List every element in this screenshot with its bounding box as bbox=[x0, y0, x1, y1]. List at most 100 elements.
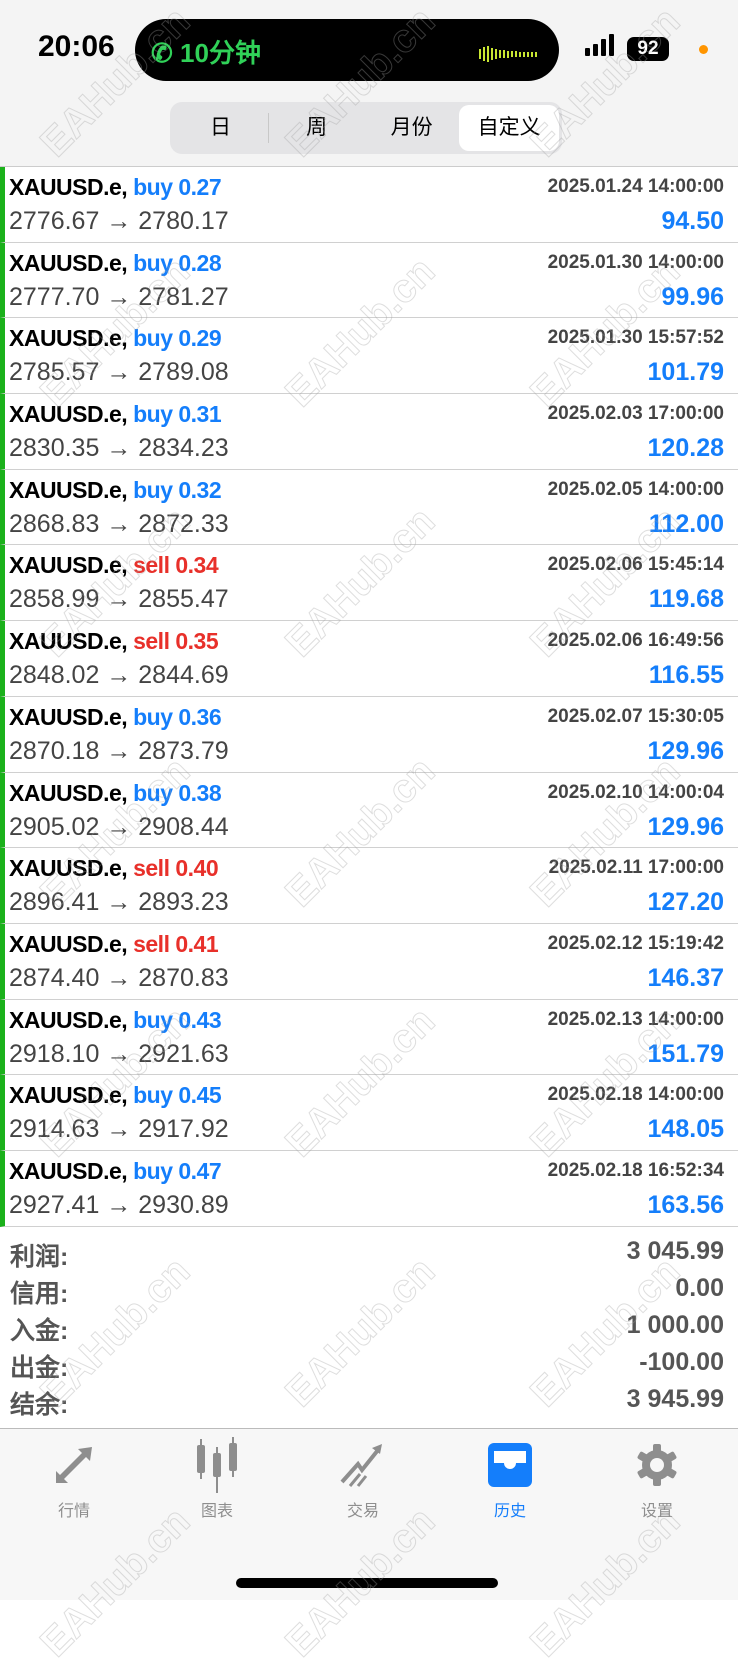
tab-chart[interactable]: 图表 bbox=[167, 1437, 267, 1521]
trade-symbol: XAUUSD.e, buy 0.38 bbox=[9, 779, 222, 806]
trade-symbol: XAUUSD.e, buy 0.47 bbox=[9, 1157, 222, 1184]
trade-row[interactable]: XAUUSD.e, buy 0.36 2025.02.07 15:30:05 2… bbox=[0, 696, 738, 773]
call-duration: ✆ 10分钟 bbox=[151, 38, 261, 68]
trade-prices: 2896.41 → 2893.23 bbox=[9, 888, 229, 917]
trade-prices: 2868.83 → 2872.33 bbox=[9, 509, 229, 538]
tab-trade[interactable]: 交易 bbox=[313, 1441, 413, 1521]
trade-row[interactable]: XAUUSD.e, sell 0.41 2025.02.12 15:19:42 … bbox=[0, 923, 738, 1000]
trade-row[interactable]: XAUUSD.e, buy 0.29 2025.01.30 15:57:52 2… bbox=[0, 318, 738, 395]
trade-date: 2025.02.03 17:00:00 bbox=[547, 403, 724, 425]
trade-prices: 2776.67 → 2780.17 bbox=[9, 207, 229, 235]
trade-row[interactable]: XAUUSD.e, buy 0.47 2025.02.18 16:52:34 2… bbox=[0, 1150, 738, 1227]
trade-prices: 2858.99 → 2855.47 bbox=[9, 585, 229, 614]
trade-side-lot: buy 0.29 bbox=[133, 325, 222, 352]
trade-row[interactable]: XAUUSD.e, buy 0.38 2025.02.10 14:00:04 2… bbox=[0, 772, 738, 849]
trade-date: 2025.02.18 16:52:34 bbox=[547, 1159, 724, 1181]
segment-day[interactable]: 日 bbox=[173, 113, 270, 143]
trade-row[interactable]: XAUUSD.e, buy 0.43 2025.02.13 14:00:00 2… bbox=[0, 999, 738, 1076]
signal-icon bbox=[585, 34, 614, 56]
audio-wave-icon bbox=[479, 46, 537, 62]
trade-date: 2025.02.10 14:00:04 bbox=[547, 781, 724, 803]
trade-side-lot: buy 0.36 bbox=[133, 703, 222, 730]
privacy-indicator bbox=[699, 45, 708, 54]
battery-icon: 92 bbox=[627, 37, 669, 61]
trade-row[interactable]: XAUUSD.e, sell 0.35 2025.02.06 16:49:56 … bbox=[0, 621, 738, 697]
trade-row[interactable]: XAUUSD.e, buy 0.45 2025.02.18 14:00:00 2… bbox=[0, 1075, 738, 1151]
tab-history[interactable]: 历史 bbox=[460, 1441, 560, 1521]
summary-line: 出金: -100.00 bbox=[0, 1348, 738, 1385]
trade-profit: 148.05 bbox=[647, 1115, 724, 1144]
trade-side-lot: sell 0.35 bbox=[133, 628, 219, 655]
trade-row[interactable]: XAUUSD.e, sell 0.34 2025.02.06 15:45:14 … bbox=[0, 545, 738, 622]
trade-side-lot: buy 0.38 bbox=[133, 779, 222, 806]
trade-row[interactable]: XAUUSD.e, sell 0.40 2025.02.11 17:00:00 … bbox=[0, 848, 738, 924]
trade-prices: 2914.63 → 2917.92 bbox=[9, 1115, 229, 1144]
trade-date: 2025.02.18 14:00:00 bbox=[547, 1084, 724, 1106]
trade-date: 2025.01.30 15:57:52 bbox=[547, 327, 724, 349]
summary-label: 结余: bbox=[10, 1391, 69, 1419]
trade-profit: 112.00 bbox=[648, 509, 724, 538]
trade-profit: 99.96 bbox=[661, 282, 724, 311]
home-indicator[interactable] bbox=[236, 1578, 498, 1588]
segment-custom[interactable]: 自定义 bbox=[459, 105, 559, 151]
summary-value: 3 045.99 bbox=[626, 1237, 724, 1265]
chart-icon bbox=[197, 1437, 237, 1493]
trade-profit: 94.50 bbox=[661, 207, 724, 235]
trade-side-lot: buy 0.27 bbox=[133, 174, 222, 200]
trade-profit: 127.20 bbox=[647, 888, 724, 917]
quotes-icon bbox=[56, 1447, 92, 1483]
trade-prices: 2874.40 → 2870.83 bbox=[9, 963, 229, 992]
trade-date: 2025.02.12 15:19:42 bbox=[547, 932, 724, 954]
trade-prices: 2848.02 → 2844.69 bbox=[9, 661, 229, 690]
trade-profit: 129.96 bbox=[647, 812, 724, 841]
dynamic-island-call[interactable]: ✆ 10分钟 bbox=[135, 19, 559, 81]
trade-row[interactable]: XAUUSD.e, buy 0.27 2025.01.24 14:00:00 2… bbox=[0, 167, 738, 243]
history-icon bbox=[488, 1443, 532, 1487]
trade-date: 2025.02.05 14:00:00 bbox=[547, 478, 724, 500]
trade-row[interactable]: XAUUSD.e, buy 0.31 2025.02.03 17:00:00 2… bbox=[0, 394, 738, 470]
trade-row[interactable]: XAUUSD.e, buy 0.28 2025.01.30 14:00:00 2… bbox=[0, 242, 738, 319]
trade-row[interactable]: XAUUSD.e, buy 0.32 2025.02.05 14:00:00 2… bbox=[0, 469, 738, 546]
trade-symbol: XAUUSD.e, sell 0.35 bbox=[9, 628, 219, 655]
header-area: 20:06 ✆ 10分钟 92 日 周 月份 自定义 bbox=[0, 0, 738, 166]
summary-value: 0.00 bbox=[675, 1274, 724, 1302]
summary-label: 信用: bbox=[10, 1280, 69, 1308]
tab-settings[interactable]: 设置 bbox=[607, 1441, 707, 1521]
summary-value: 3 945.99 bbox=[626, 1385, 724, 1413]
trade-profit: 151.79 bbox=[647, 1039, 724, 1068]
trade-symbol: XAUUSD.e, buy 0.45 bbox=[9, 1082, 222, 1109]
trade-profit: 101.79 bbox=[647, 358, 724, 387]
phone-icon: ✆ bbox=[151, 38, 173, 68]
trade-date: 2025.02.11 17:00:00 bbox=[548, 857, 724, 879]
trade-symbol: XAUUSD.e, sell 0.41 bbox=[9, 930, 219, 957]
trade-prices: 2918.10 → 2921.63 bbox=[9, 1039, 229, 1068]
trade-symbol: XAUUSD.e, buy 0.43 bbox=[9, 1006, 222, 1033]
trade-side-lot: buy 0.28 bbox=[133, 249, 222, 276]
trade-symbol: XAUUSD.e, buy 0.29 bbox=[9, 325, 222, 352]
trade-symbol: XAUUSD.e, sell 0.34 bbox=[9, 552, 219, 579]
trade-prices: 2927.41 → 2930.89 bbox=[9, 1190, 229, 1219]
segment-month[interactable]: 月份 bbox=[390, 116, 433, 139]
trade-side-lot: buy 0.31 bbox=[133, 401, 222, 428]
summary-line: 入金: 1 000.00 bbox=[0, 1311, 738, 1348]
trade-date: 2025.02.06 16:49:56 bbox=[547, 630, 724, 652]
trade-icon bbox=[340, 1444, 382, 1487]
trade-profit: 116.55 bbox=[648, 661, 724, 690]
trade-side-lot: sell 0.41 bbox=[133, 930, 219, 957]
summary-value: -100.00 bbox=[639, 1348, 724, 1376]
summary-line: 信用: 0.00 bbox=[0, 1274, 738, 1311]
trade-date: 2025.01.30 14:00:00 bbox=[547, 251, 724, 273]
trade-date: 2025.01.24 14:00:00 bbox=[547, 176, 724, 197]
trade-symbol: XAUUSD.e, buy 0.36 bbox=[9, 703, 222, 730]
trade-date: 2025.02.07 15:30:05 bbox=[547, 705, 724, 727]
trade-side-lot: sell 0.40 bbox=[133, 855, 219, 882]
trade-profit: 119.68 bbox=[648, 585, 724, 614]
summary-label: 入金: bbox=[10, 1317, 69, 1345]
segment-week[interactable]: 周 bbox=[306, 116, 328, 139]
tab-bar: 行情 图表 交易 历史 设置 bbox=[0, 1428, 738, 1600]
trade-prices: 2785.57 → 2789.08 bbox=[9, 358, 229, 387]
tab-quotes[interactable]: 行情 bbox=[24, 1441, 124, 1521]
trade-side-lot: buy 0.45 bbox=[133, 1082, 222, 1109]
summary: 利润: 3 045.99 信用: 0.00 入金: 1 000.00 出金: -100.00 结… bbox=[0, 1237, 738, 1422]
trade-side-lot: sell 0.34 bbox=[133, 552, 219, 579]
